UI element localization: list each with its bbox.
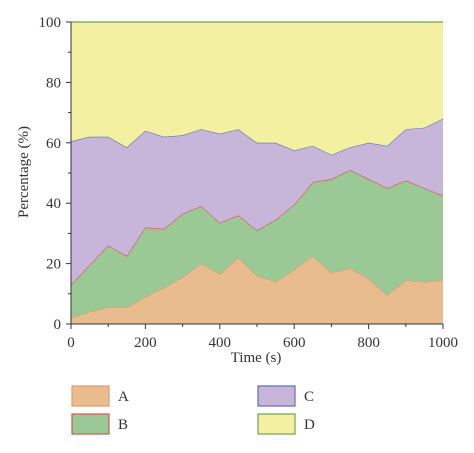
y-tick-label: 20 [46,257,61,273]
chart-plot-area [70,21,444,324]
legend-label-a: A [118,389,129,405]
y-tick-label: 100 [39,15,62,31]
chart-legend: AB CD [71,385,315,435]
area-series-c [71,118,443,285]
legend-swatch-a [71,385,110,407]
x-tick-label: 600 [283,335,306,351]
x-tick-label: 200 [134,335,157,351]
x-tick-label: 1000 [428,335,458,351]
area-series-d [71,22,443,155]
y-tick-label: 0 [54,317,62,333]
x-tick-label: 800 [357,335,380,351]
y-axis-title: Percentage (%) [16,126,32,218]
x-tick-label: 0 [67,335,75,351]
legend-swatch-b [71,413,110,435]
area-series-a [71,256,443,324]
y-tick-label: 60 [46,136,61,152]
legend-label-b: B [118,417,128,433]
x-tick-label: 400 [209,335,232,351]
x-axis-title: Time (s) [231,350,282,366]
chart-axes [66,21,444,329]
y-tick-label: 80 [46,75,61,91]
legend-swatch-d [257,413,296,435]
legend-label-c: C [304,389,314,405]
legend-label-d: D [304,417,315,433]
area-series-b [71,169,443,318]
y-tick-labels: 0 20 40 60 80 100 [39,15,62,333]
x-tick-labels: 0 200 400 600 800 1000 [67,335,458,351]
y-tick-label: 40 [46,196,61,212]
legend-swatch-c [257,385,296,407]
